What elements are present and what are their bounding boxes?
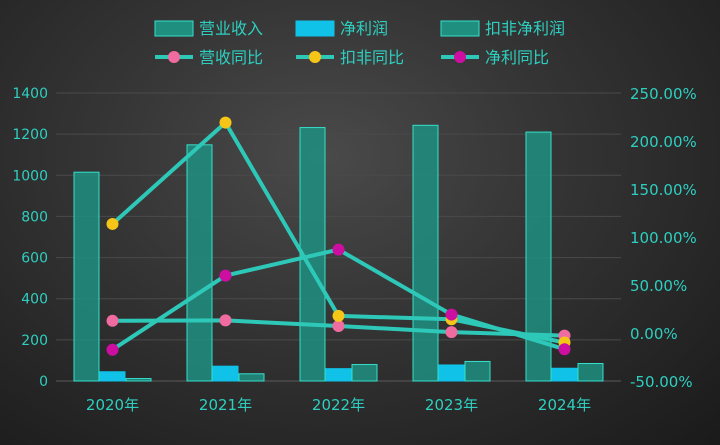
point-2-2021年 <box>219 116 232 129</box>
right-tick-label: 0.00% <box>630 325 678 343</box>
left-tick-label: 800 <box>21 209 48 225</box>
right-tick-label: 200.00% <box>630 133 697 151</box>
point-3-2021年 <box>219 269 232 282</box>
legend-line-label-1: 营收同比 <box>199 48 263 67</box>
bar-3-2023年 <box>464 360 491 382</box>
point-1-2021年 <box>219 314 232 327</box>
left-tick-label: 400 <box>21 292 48 308</box>
point-1-2022年 <box>332 319 345 332</box>
left-tick-label: 600 <box>21 251 48 267</box>
legend-swatch-1 <box>154 20 194 37</box>
point-3-2024年 <box>558 343 571 356</box>
point-2-2022年 <box>332 309 345 322</box>
right-axis: -50.00% 0.00% 50.00% 100.00% 150.00% 200.00% 2… <box>630 85 697 391</box>
bar-1-2021年 <box>186 144 213 382</box>
bar-3-2022年 <box>351 364 378 382</box>
right-tick-label: 250.00% <box>630 85 697 103</box>
point-1-2023年 <box>445 326 458 339</box>
legend-swatch-2 <box>295 20 335 37</box>
legend-label-2: 净利润 <box>340 19 388 38</box>
category-label: 2022年 <box>312 396 365 414</box>
point-2-2020年 <box>106 217 119 230</box>
bar-2-2021年 <box>212 365 239 382</box>
bar-2-2020年 <box>99 371 126 382</box>
right-tick-label: 50.00% <box>630 277 687 295</box>
category-label: 2024年 <box>538 396 591 414</box>
legend-label-3: 扣非净利润 <box>485 19 565 38</box>
point-1-2020年 <box>106 314 119 327</box>
lines <box>106 116 571 356</box>
legend-marker-3 <box>454 51 466 63</box>
category-label: 2021年 <box>199 396 252 414</box>
bars <box>73 124 604 382</box>
right-tick-label: -50.00% <box>630 373 693 391</box>
bar-2-2024年 <box>551 367 578 382</box>
point-3-2022年 <box>332 243 345 256</box>
left-tick-label: 1000 <box>12 168 48 184</box>
bar-2-2023年 <box>438 364 465 382</box>
legend-marker-2 <box>309 51 321 63</box>
bar-3-2021年 <box>238 373 265 382</box>
right-tick-label: 100.00% <box>630 229 697 247</box>
category-axis: 2020年 2021年 2022年 2023年 2024年 <box>86 396 591 414</box>
legend-label-1: 营业收入 <box>199 19 263 38</box>
category-label: 2023年 <box>425 396 478 414</box>
bar-2-2022年 <box>325 368 352 382</box>
right-tick-label: 150.00% <box>630 181 697 199</box>
left-axis: 0 200 400 600 800 1000 1200 1400 <box>12 86 48 390</box>
point-3-2023年 <box>445 308 458 321</box>
category-label: 2020年 <box>86 396 139 414</box>
point-3-2020年 <box>106 343 119 356</box>
left-tick-label: 1400 <box>12 86 48 102</box>
left-tick-label: 200 <box>21 333 48 349</box>
bar-3-2020年 <box>125 378 152 382</box>
series-line-2 <box>111 120 565 345</box>
left-tick-label: 1200 <box>12 127 48 143</box>
bar-1-2023年 <box>412 124 439 382</box>
bar-1-2020年 <box>73 171 100 382</box>
legend-line-label-3: 净利同比 <box>485 48 549 67</box>
legend-line-label-2: 扣非同比 <box>340 48 404 67</box>
legend-swatch-3 <box>440 20 480 37</box>
legend-marker-1 <box>168 51 180 63</box>
left-tick-label: 0 <box>39 374 48 390</box>
bar-3-2024年 <box>577 363 604 382</box>
